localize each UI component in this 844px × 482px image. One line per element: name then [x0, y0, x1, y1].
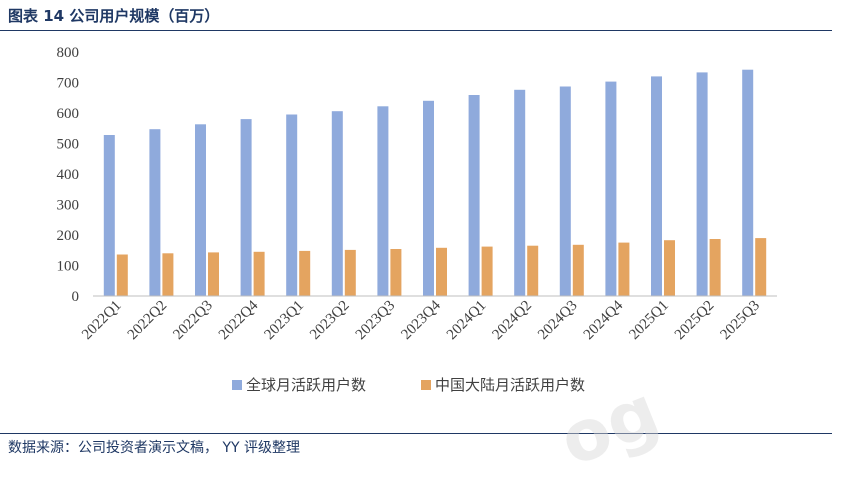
x-tick-label: 2023Q2	[307, 298, 352, 343]
x-tick-label: 2025Q3	[718, 298, 763, 343]
bar-china	[709, 239, 721, 296]
bar-china	[344, 249, 356, 296]
bar-china	[664, 240, 675, 296]
x-tick-label: 2024Q1	[444, 298, 489, 343]
legend-swatch	[421, 380, 431, 390]
x-tick-label: 2024Q3	[535, 298, 580, 343]
y-tick-label: 400	[57, 167, 80, 183]
bar-global	[195, 124, 206, 296]
y-tick-label: 800	[57, 45, 80, 61]
bar-china	[208, 252, 219, 296]
y-tick-label: 100	[57, 259, 80, 275]
x-tick-label: 2024Q4	[581, 297, 627, 343]
bar-china	[162, 253, 174, 296]
y-tick-label: 300	[57, 198, 80, 214]
bar-global	[377, 106, 389, 296]
title-bar: 图表 14 公司用户规模（百万）	[0, 0, 832, 31]
bar-china	[299, 250, 311, 296]
bar-china	[116, 254, 128, 296]
y-tick-label: 200	[57, 228, 80, 244]
bar-global	[559, 86, 571, 296]
x-tick-label: 2022Q4	[216, 297, 262, 343]
source-note: 数据来源：公司投资者演示文稿， YY 评级整理	[8, 440, 301, 456]
legend-swatch	[232, 380, 242, 390]
bar-china	[253, 251, 265, 296]
bar-global	[331, 111, 343, 296]
bar-global	[605, 81, 617, 296]
bar-global	[286, 114, 298, 296]
x-tick-label: 2024Q2	[490, 298, 535, 343]
x-tick-label: 2023Q4	[398, 297, 444, 343]
legend-label: 中国大陆月活跃用户数	[435, 376, 585, 394]
bar-china	[481, 246, 493, 296]
bar-global	[468, 95, 480, 296]
bar-global	[651, 76, 662, 297]
bar-china	[572, 244, 584, 296]
x-tick-label: 2023Q3	[353, 298, 398, 343]
bar-china	[618, 242, 630, 296]
footer-divider	[0, 433, 832, 434]
y-tick-label: 0	[72, 289, 80, 305]
bar-global	[149, 129, 161, 296]
bar-global	[514, 89, 526, 296]
x-tick-label: 2025Q1	[626, 298, 671, 343]
y-tick-label: 500	[57, 137, 80, 153]
x-tick-label: 2023Q1	[262, 298, 307, 343]
y-tick-label: 600	[57, 106, 80, 122]
bar-china	[390, 249, 402, 296]
y-tick-label: 700	[57, 76, 80, 92]
bar-china	[755, 238, 767, 296]
bar-china	[436, 247, 447, 296]
bar-global	[103, 135, 115, 296]
bar-global	[696, 72, 708, 297]
bar-global	[240, 119, 252, 296]
chart-title: 图表 14 公司用户规模（百万）	[8, 7, 220, 25]
bar-global	[742, 69, 754, 296]
x-tick-label: 2022Q2	[125, 298, 170, 343]
bar-global	[423, 100, 434, 296]
x-tick-label: 2022Q1	[79, 298, 124, 343]
x-tick-label: 2025Q2	[672, 298, 717, 343]
bar-china	[527, 245, 539, 296]
legend-label: 全球月活跃用户数	[246, 376, 366, 394]
x-tick-label: 2022Q3	[170, 298, 215, 343]
